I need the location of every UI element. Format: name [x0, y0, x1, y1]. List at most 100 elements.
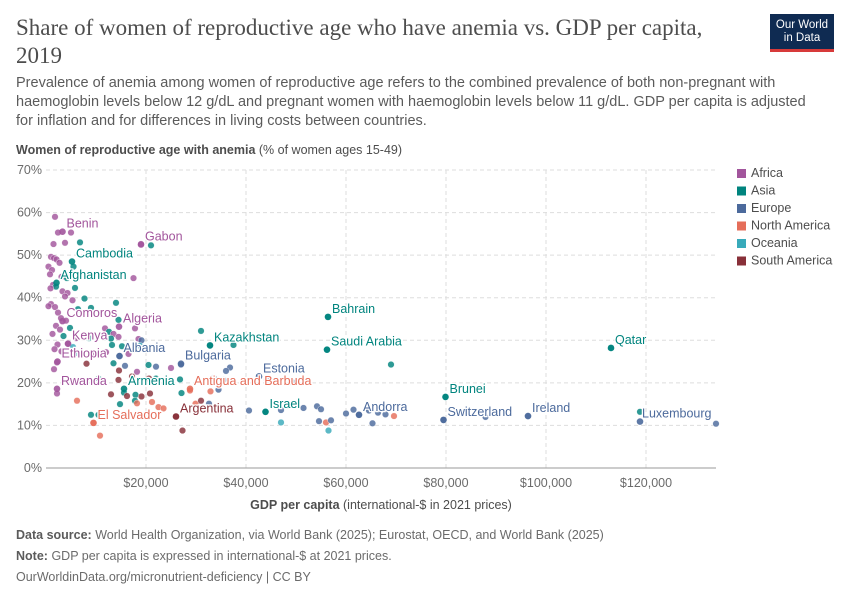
data-point	[51, 303, 59, 311]
data-point	[114, 376, 122, 384]
axes: 0% 10% 20% 30% 40% 50% 60% 70% $20,000 $40,000 $60…	[17, 163, 716, 512]
point-label: Benin	[67, 217, 99, 231]
data-point	[87, 411, 95, 419]
data-point	[178, 427, 186, 435]
legend-swatch	[737, 239, 746, 248]
x-axis-title-unit: (international-$ in 2021 prices)	[340, 498, 512, 512]
data-point	[69, 343, 77, 351]
x-tick-label: $40,000	[223, 476, 268, 490]
point-label: Algeria	[123, 312, 162, 326]
point-label: Kenya	[72, 329, 107, 343]
data-point-labelled	[323, 346, 331, 353]
data-point	[147, 241, 155, 249]
data-point	[197, 397, 205, 405]
chart-subtitle: Prevalence of anemia among women of repr…	[16, 75, 806, 129]
data-point-labelled	[53, 279, 60, 287]
source-url[interactable]: OurWorldinData.org/micronutrient-deficie…	[16, 570, 311, 584]
data-point	[114, 333, 122, 341]
data-point-labelled	[607, 344, 615, 352]
data-point-labelled	[115, 323, 123, 330]
data-point-labelled	[524, 412, 532, 420]
data-point	[148, 398, 156, 406]
data-point	[145, 375, 153, 383]
x-tick-label: $120,000	[620, 476, 672, 490]
data-point	[315, 417, 323, 425]
y-tick-label: 70%	[17, 163, 42, 177]
data-point-labelled	[120, 385, 128, 393]
note-text: GDP per capita is expressed in internati…	[51, 549, 392, 563]
data-point-labelled	[64, 340, 72, 347]
point-label: Comoros	[67, 306, 118, 320]
point-label: Brunei	[450, 382, 486, 396]
data-point	[636, 408, 644, 416]
point-label: Kazakhstan	[214, 330, 279, 344]
data-point	[197, 327, 205, 335]
data-point-labelled	[324, 313, 332, 321]
data-point	[209, 374, 217, 382]
data-point	[50, 365, 58, 373]
point-label: Ireland	[532, 401, 570, 415]
legend-label: Asia	[751, 184, 775, 198]
data-point-labelled	[90, 419, 97, 427]
data-point	[51, 345, 59, 353]
data-point	[107, 390, 115, 398]
point-label: Luxembourg	[642, 407, 712, 421]
data-point	[133, 368, 141, 376]
data-point	[177, 389, 185, 397]
data-point	[128, 372, 136, 380]
data-point	[90, 349, 98, 357]
note-line: Note: GDP per capita is expressed in int…	[16, 549, 392, 563]
point-label: El Salvador	[98, 408, 162, 422]
data-point	[222, 367, 230, 375]
scatter-chart[interactable]: 0% 10% 20% 30% 40% 50% 60% 70% $20,000 $40,000 $60…	[0, 0, 850, 520]
data-point	[229, 341, 237, 349]
data-point	[94, 375, 102, 383]
data-point	[68, 296, 76, 304]
data-point	[365, 407, 373, 415]
point-label: Saudi Arabia	[331, 335, 402, 349]
data-point	[72, 334, 80, 342]
legend-swatch	[737, 256, 746, 266]
data-point	[115, 367, 123, 375]
data-point	[342, 410, 350, 418]
data-point	[191, 400, 199, 408]
data-point	[61, 239, 69, 247]
data-point	[131, 391, 139, 399]
logo-accent-bar	[770, 49, 834, 52]
data-point-labelled	[636, 418, 644, 425]
data-point	[137, 392, 145, 400]
data-point	[45, 302, 53, 310]
legend-swatch	[737, 204, 746, 213]
x-tick-label: $20,000	[123, 476, 168, 490]
data-point	[74, 305, 82, 313]
data-point	[263, 375, 271, 383]
data-point	[136, 342, 144, 350]
y-tick-label: 20%	[17, 376, 42, 390]
legend: Africa Asia Europe North America Oceania Sout…	[737, 166, 832, 268]
data-points	[45, 213, 720, 440]
data-point	[51, 213, 59, 221]
data-point	[96, 432, 104, 440]
data-point	[144, 361, 152, 369]
data-point-labelled	[54, 358, 61, 365]
data-point	[317, 405, 325, 413]
point-label: Andorra	[363, 400, 408, 414]
point-label: Cambodia	[76, 247, 133, 261]
owid-logo[interactable]: Our World in Data	[770, 14, 834, 52]
data-point	[50, 240, 58, 248]
data-point-labelled	[116, 352, 123, 360]
data-point	[159, 404, 167, 412]
x-axis-title-bold: GDP per capita	[250, 498, 340, 512]
point-label: Rwanda	[61, 374, 107, 388]
data-point-labelled	[255, 373, 263, 380]
data-point	[61, 292, 69, 300]
point-label: Switzerland	[448, 405, 513, 419]
data-point	[146, 390, 154, 398]
y-tick-label: 50%	[17, 248, 42, 262]
legend-swatch	[737, 169, 746, 178]
logo-line-1: Our World	[775, 19, 829, 31]
point-label: Albania	[124, 341, 166, 355]
source-text: World Health Organization, via World Ban…	[95, 528, 604, 542]
y-tick-label: 60%	[17, 206, 42, 220]
data-point	[390, 412, 398, 420]
